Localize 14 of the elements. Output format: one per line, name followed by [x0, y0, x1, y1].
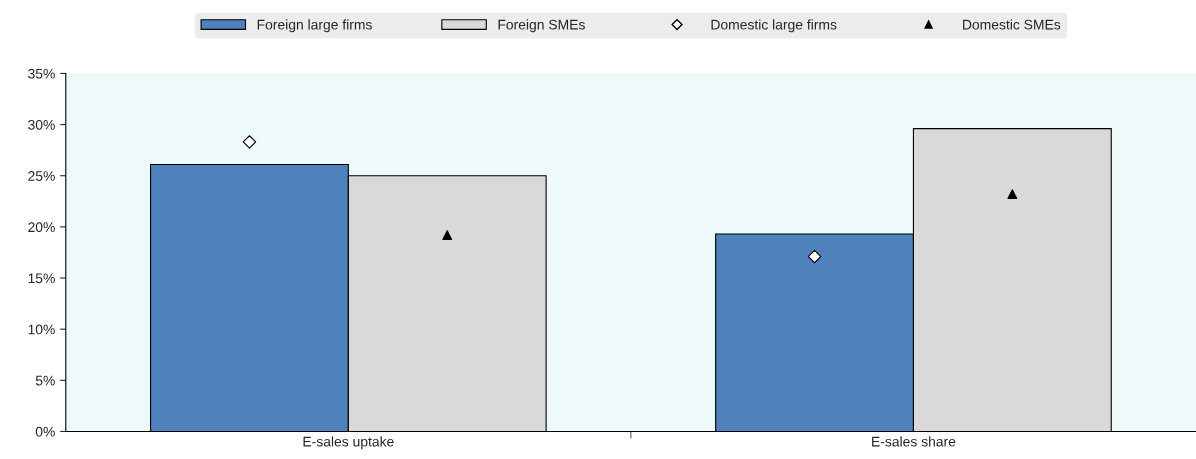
y-tick-label: 10%: [28, 324, 55, 335]
x-tick-label: E-sales share: [872, 436, 956, 447]
y-tick-label: 0%: [35, 426, 55, 437]
y-tick-label: 5%: [35, 375, 55, 386]
y-tick-label: 35%: [28, 68, 55, 79]
y-tick-label: 25%: [28, 171, 55, 181]
x-tick-label: E-sales uptake: [303, 436, 394, 450]
y-tick-label: 20%: [28, 222, 55, 233]
y-tick-label: 30%: [28, 119, 55, 130]
y-tick-label: 15%: [28, 273, 55, 284]
legend-label: Domestic large firms: [711, 19, 837, 33]
legend-label: Foreign SMEs: [498, 19, 585, 33]
legend-label: Foreign large firms: [257, 19, 372, 33]
legend-label: Domestic SMEs: [963, 19, 1061, 30]
